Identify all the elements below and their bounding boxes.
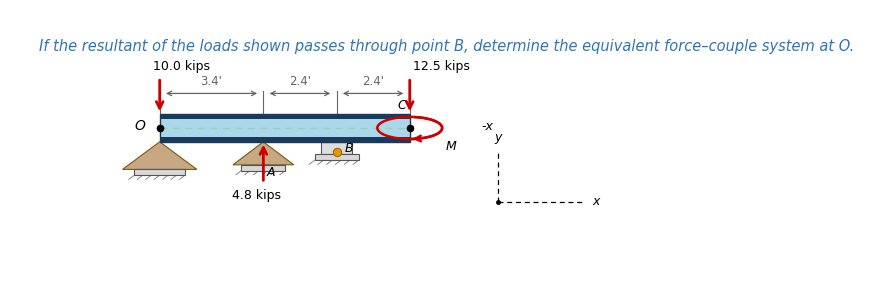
Text: C: C bbox=[398, 99, 406, 112]
Bar bbox=[242, 165, 285, 170]
Bar bbox=[134, 170, 185, 175]
Text: If the resultant of the loads shown passes through point B, determine the equiva: If the resultant of the loads shown pass… bbox=[39, 39, 855, 54]
Bar bbox=[160, 137, 410, 142]
Polygon shape bbox=[122, 142, 197, 170]
Text: 10.0 kips: 10.0 kips bbox=[153, 60, 210, 73]
Text: O: O bbox=[134, 119, 145, 133]
Bar bbox=[160, 114, 410, 142]
Text: 4.8 kips: 4.8 kips bbox=[232, 189, 281, 202]
Bar bbox=[160, 114, 410, 142]
Bar bbox=[160, 114, 410, 119]
Text: 12.5 kips: 12.5 kips bbox=[413, 60, 470, 73]
Polygon shape bbox=[233, 142, 294, 165]
Text: 2.4': 2.4' bbox=[362, 75, 385, 88]
Text: -x: -x bbox=[481, 120, 494, 133]
Text: 3.4': 3.4' bbox=[201, 75, 222, 88]
Text: 2.4': 2.4' bbox=[289, 75, 311, 88]
Text: A: A bbox=[267, 166, 276, 179]
Text: B: B bbox=[344, 142, 353, 155]
Text: x: x bbox=[592, 195, 600, 208]
Text: y: y bbox=[494, 131, 501, 144]
Text: M: M bbox=[446, 140, 456, 153]
Bar bbox=[315, 155, 358, 160]
Bar bbox=[322, 142, 351, 155]
